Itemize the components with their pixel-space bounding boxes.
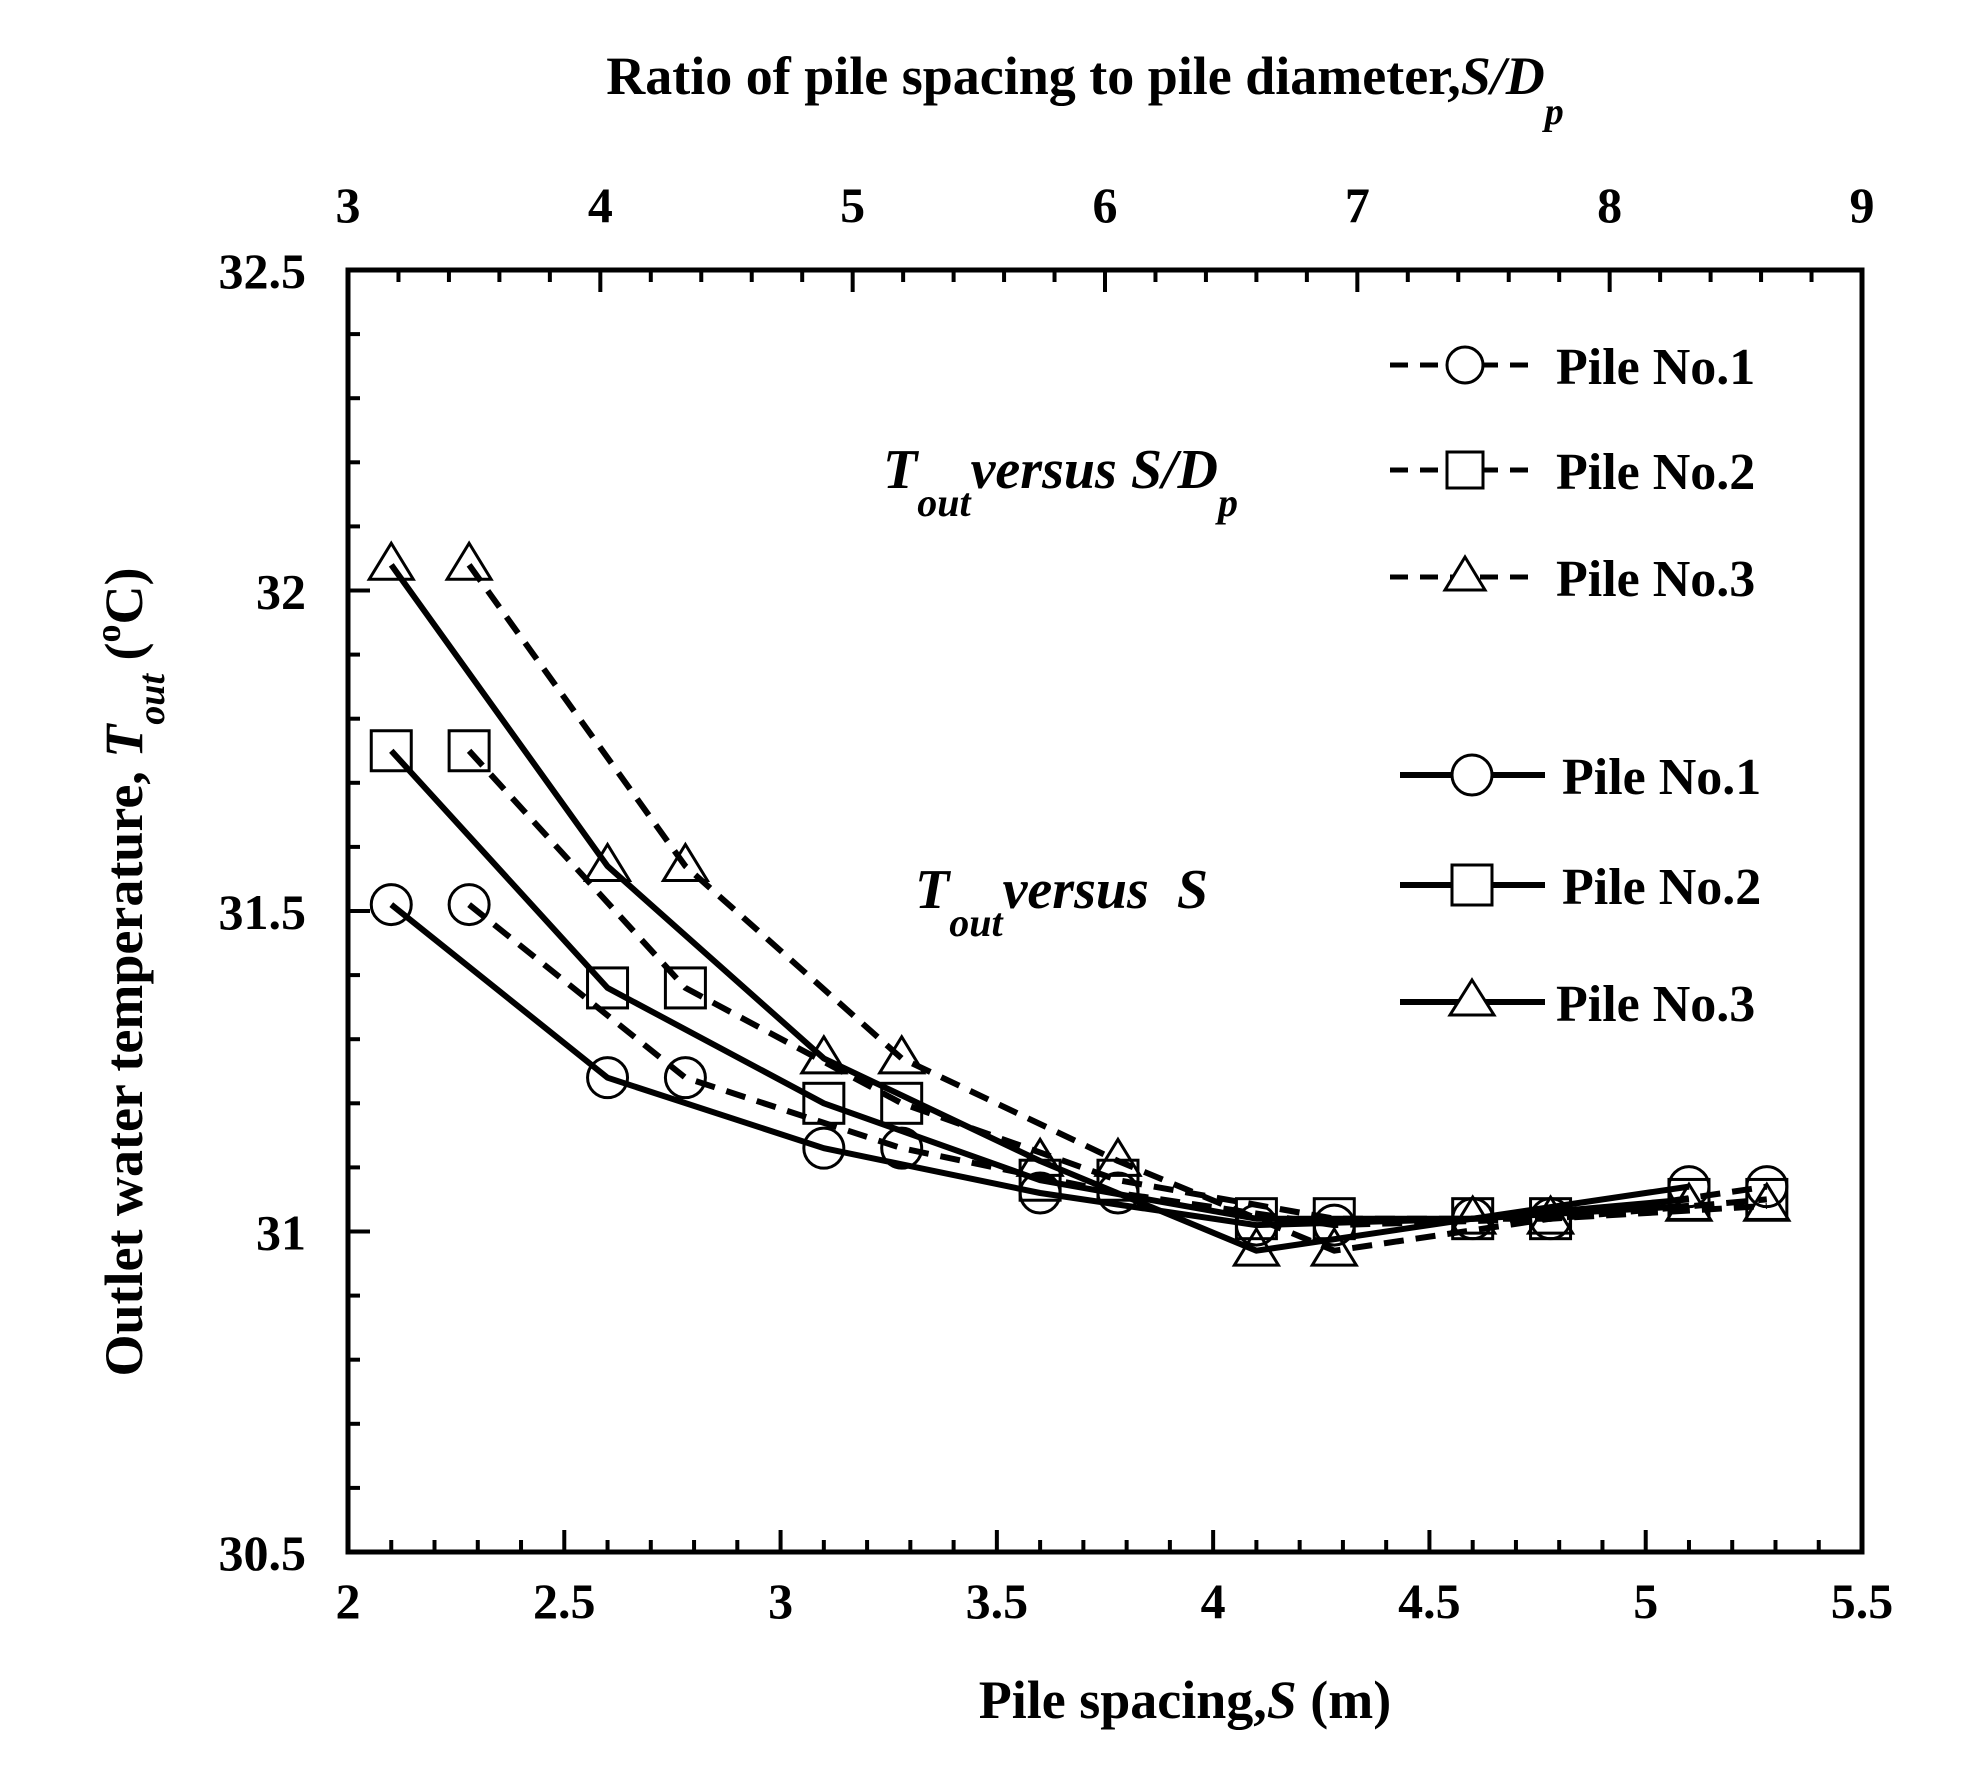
legend-solid-label-2: Pile No.2 bbox=[1562, 859, 1761, 916]
bottom-axis-title-suffix: (m) bbox=[1297, 1670, 1391, 1730]
top-tick-label: 5 bbox=[840, 177, 865, 233]
y-axis-title-suffix2: C) bbox=[94, 568, 154, 625]
circle-marker bbox=[1018, 1171, 1062, 1215]
bottom-tick-label: 4 bbox=[1201, 1573, 1226, 1629]
square-marker bbox=[802, 1081, 846, 1125]
y-axis-title-prefix: Outlet water temperature, bbox=[94, 758, 154, 1377]
top-tick-label: 3 bbox=[336, 177, 361, 233]
legend: Pile No.1 Pile No.2 Pile No.3 Pile No.1 … bbox=[1390, 339, 1761, 1033]
circle-marker bbox=[880, 1126, 924, 1170]
legend-dashed-item-3: Pile No.3 bbox=[1390, 551, 1755, 608]
top-axis-title-prefix: Ratio of pile spacing to pile diameter, bbox=[606, 46, 1460, 106]
annotation-s: Toutversus S bbox=[915, 859, 1208, 945]
square-marker bbox=[1096, 1158, 1140, 1202]
triangle-marker bbox=[366, 540, 416, 581]
circle-marker bbox=[586, 1056, 630, 1100]
legend-dashed-marker-2 bbox=[1445, 450, 1485, 490]
triangle-marker bbox=[877, 1033, 927, 1075]
legend-solid-label-1: Pile No.1 bbox=[1562, 749, 1761, 806]
legend-solid-label-3: Pile No.3 bbox=[1556, 976, 1755, 1033]
triangle-marker bbox=[1742, 1181, 1792, 1222]
legend-solid-marker-3 bbox=[1447, 977, 1497, 1017]
triangle-marker bbox=[1664, 1181, 1714, 1222]
triangle-marker bbox=[1448, 1194, 1498, 1235]
top-tick-label: 7 bbox=[1345, 177, 1370, 233]
bottom-axis-title: Pile spacing,S (m) bbox=[979, 1670, 1392, 1730]
y-axis-title-italic: T bbox=[94, 723, 154, 758]
y-tick-label: 32 bbox=[256, 564, 306, 620]
triangle-marker bbox=[1093, 1136, 1143, 1177]
y-tick-label: 32.5 bbox=[219, 243, 307, 299]
bottom-axis-title-prefix: Pile spacing, bbox=[979, 1670, 1267, 1730]
legend-solid-item-2: Pile No.2 bbox=[1400, 859, 1761, 916]
top-axis-title-italic: S/D bbox=[1461, 46, 1545, 106]
annotation-sdp-sub2: p bbox=[1215, 480, 1238, 525]
annotation-sdp-text: versus S/D bbox=[971, 439, 1218, 501]
square-marker bbox=[1018, 1158, 1062, 1202]
legend-dashed-label-3: Pile No.3 bbox=[1556, 551, 1755, 608]
top-tick-label: 9 bbox=[1850, 177, 1875, 233]
triangle-marker bbox=[1015, 1136, 1065, 1177]
bottom-tick-label: 4.5 bbox=[1398, 1573, 1461, 1629]
square-marker bbox=[1234, 1197, 1278, 1241]
legend-solid-marker-2 bbox=[1450, 863, 1494, 907]
bottom-tick-label: 2 bbox=[336, 1573, 361, 1629]
y-axis-title: Outlet water temperature, Tout (oC) bbox=[88, 568, 173, 1377]
circle-marker bbox=[663, 1056, 707, 1100]
bottom-axis-title-italic: S bbox=[1267, 1670, 1297, 1730]
s-series-2-line bbox=[389, 748, 1690, 1222]
triangle-marker bbox=[1309, 1226, 1359, 1267]
annotation-s-sub: out bbox=[949, 900, 1004, 945]
y-axis-title-suffix: ( bbox=[94, 643, 154, 674]
triangle-marker bbox=[582, 841, 633, 883]
y-tick-label: 31.5 bbox=[219, 884, 307, 940]
square-marker bbox=[663, 966, 707, 1010]
circle-marker bbox=[447, 883, 491, 927]
bottom-tick-label: 3.5 bbox=[966, 1573, 1029, 1629]
circle-marker bbox=[369, 883, 413, 927]
top-tick-label: 4 bbox=[588, 177, 613, 233]
triangle-marker bbox=[1525, 1194, 1576, 1235]
legend-solid-marker-1 bbox=[1450, 753, 1494, 797]
annotation-sdp: Toutversus S/Dp bbox=[883, 439, 1238, 525]
circle-marker bbox=[1096, 1171, 1140, 1215]
square-marker bbox=[880, 1081, 924, 1125]
bottom-tick-label: 5 bbox=[1633, 1573, 1658, 1629]
y-axis-title-sub: out bbox=[131, 673, 173, 725]
legend-dashed-item-2: Pile No.2 bbox=[1390, 444, 1755, 501]
square-marker bbox=[586, 966, 630, 1010]
triangle-marker bbox=[444, 540, 494, 581]
top-tick-label: 6 bbox=[1093, 177, 1118, 233]
legend-solid-item-3: Pile No.3 bbox=[1400, 976, 1755, 1033]
bottom-tick-label: 5.5 bbox=[1831, 1573, 1894, 1629]
annotation-s-T: T bbox=[915, 859, 952, 921]
y-tick-label: 30.5 bbox=[219, 1525, 307, 1581]
top-axis-title-sub: p bbox=[1542, 91, 1564, 133]
square-marker bbox=[1312, 1197, 1356, 1241]
annotation-sdp-T: T bbox=[883, 439, 920, 501]
y-tick-label: 31 bbox=[256, 1205, 306, 1261]
bottom-tick-label: 2.5 bbox=[533, 1573, 596, 1629]
square-marker bbox=[369, 729, 413, 773]
annotation-sdp-sub: out bbox=[917, 480, 972, 525]
bottom-tick-label: 3 bbox=[768, 1573, 793, 1629]
annotation-s-text: versus S bbox=[1003, 859, 1208, 921]
legend-dashed-marker-1 bbox=[1445, 345, 1485, 385]
square-marker bbox=[447, 729, 491, 773]
top-tick-label: 8 bbox=[1597, 177, 1622, 233]
triangle-marker bbox=[1231, 1226, 1282, 1267]
circle-marker bbox=[802, 1126, 846, 1170]
legend-solid-item-1: Pile No.1 bbox=[1400, 749, 1761, 806]
legend-dashed-item-1: Pile No.1 bbox=[1390, 339, 1755, 396]
triangle-marker bbox=[799, 1033, 849, 1075]
triangle-marker bbox=[660, 841, 711, 883]
legend-dashed-label-2: Pile No.2 bbox=[1556, 444, 1755, 501]
legend-dashed-label-1: Pile No.1 bbox=[1556, 339, 1755, 396]
y-axis-title-sup: o bbox=[88, 625, 128, 643]
legend-dashed-marker-3 bbox=[1442, 554, 1488, 592]
top-axis-title: Ratio of pile spacing to pile diameter,S… bbox=[606, 46, 1564, 133]
